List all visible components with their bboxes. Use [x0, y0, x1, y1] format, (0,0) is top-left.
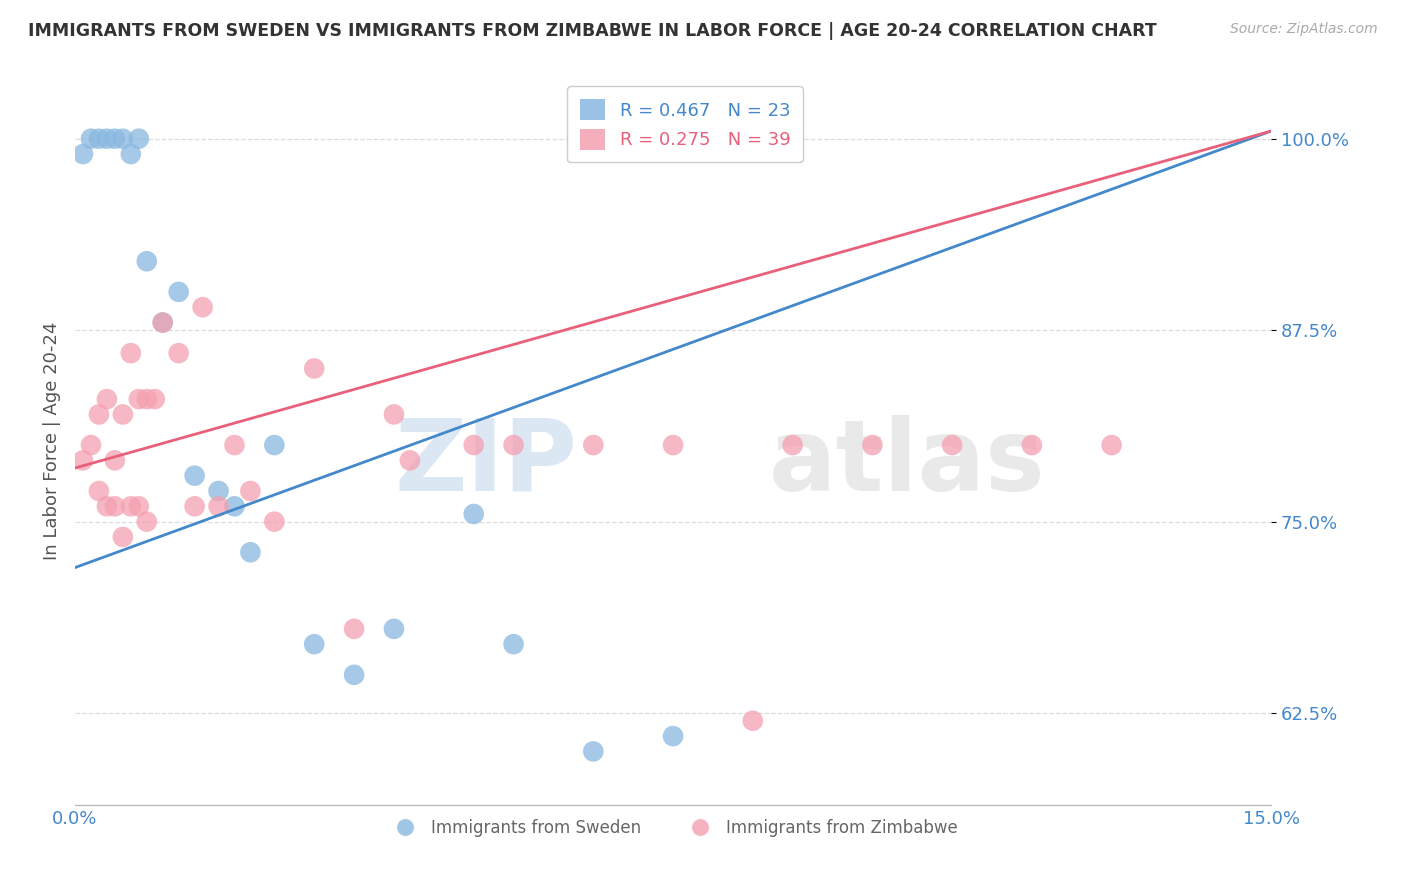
Point [183, 500, 205, 514]
Point [104, 132, 127, 146]
Point [111, 408, 134, 422]
Point [87, 408, 110, 422]
Point [741, 714, 763, 728]
Point [502, 637, 524, 651]
Point [104, 453, 127, 467]
Point [502, 438, 524, 452]
Point [80, 132, 103, 146]
Point [72, 453, 94, 467]
Point [96, 500, 118, 514]
Point [120, 500, 142, 514]
Point [662, 438, 685, 452]
Point [302, 361, 325, 376]
Text: Source: ZipAtlas.com: Source: ZipAtlas.com [1230, 22, 1378, 37]
Legend: Immigrants from Sweden, Immigrants from Zimbabwe: Immigrants from Sweden, Immigrants from … [381, 813, 965, 844]
Point [152, 316, 174, 330]
Point [207, 483, 229, 498]
Point [143, 392, 166, 406]
Point [239, 545, 262, 559]
Point [224, 438, 246, 452]
Y-axis label: In Labor Force | Age 20-24: In Labor Force | Age 20-24 [44, 322, 60, 560]
Point [582, 744, 605, 758]
Point [87, 483, 110, 498]
Point [128, 392, 150, 406]
Point [135, 254, 157, 268]
Point [191, 300, 214, 314]
Point [183, 468, 205, 483]
Point [96, 132, 118, 146]
Point [399, 453, 422, 467]
Point [343, 668, 366, 682]
Point [782, 438, 804, 452]
Point [941, 438, 963, 452]
Point [152, 316, 174, 330]
Point [263, 438, 285, 452]
Point [1101, 438, 1123, 452]
Point [72, 147, 94, 161]
Point [463, 438, 485, 452]
Point [1021, 438, 1043, 452]
Point [167, 285, 190, 299]
Point [80, 438, 103, 452]
Point [104, 500, 127, 514]
Point [96, 392, 118, 406]
Point [120, 346, 142, 360]
Point [128, 500, 150, 514]
Point [239, 483, 262, 498]
Point [87, 132, 110, 146]
Point [120, 147, 142, 161]
Point [302, 637, 325, 651]
Point [343, 622, 366, 636]
Point [582, 438, 605, 452]
Point [382, 408, 405, 422]
Point [111, 132, 134, 146]
Point [135, 392, 157, 406]
Point [128, 132, 150, 146]
Text: atlas: atlas [769, 415, 1046, 511]
Text: IMMIGRANTS FROM SWEDEN VS IMMIGRANTS FROM ZIMBABWE IN LABOR FORCE | AGE 20-24 CO: IMMIGRANTS FROM SWEDEN VS IMMIGRANTS FRO… [28, 22, 1157, 40]
Point [463, 507, 485, 521]
Point [662, 729, 685, 743]
Text: ZIP: ZIP [395, 415, 578, 511]
Point [382, 622, 405, 636]
Point [111, 530, 134, 544]
Point [263, 515, 285, 529]
Point [167, 346, 190, 360]
Point [207, 500, 229, 514]
Point [224, 500, 246, 514]
Point [860, 438, 883, 452]
Point [135, 515, 157, 529]
